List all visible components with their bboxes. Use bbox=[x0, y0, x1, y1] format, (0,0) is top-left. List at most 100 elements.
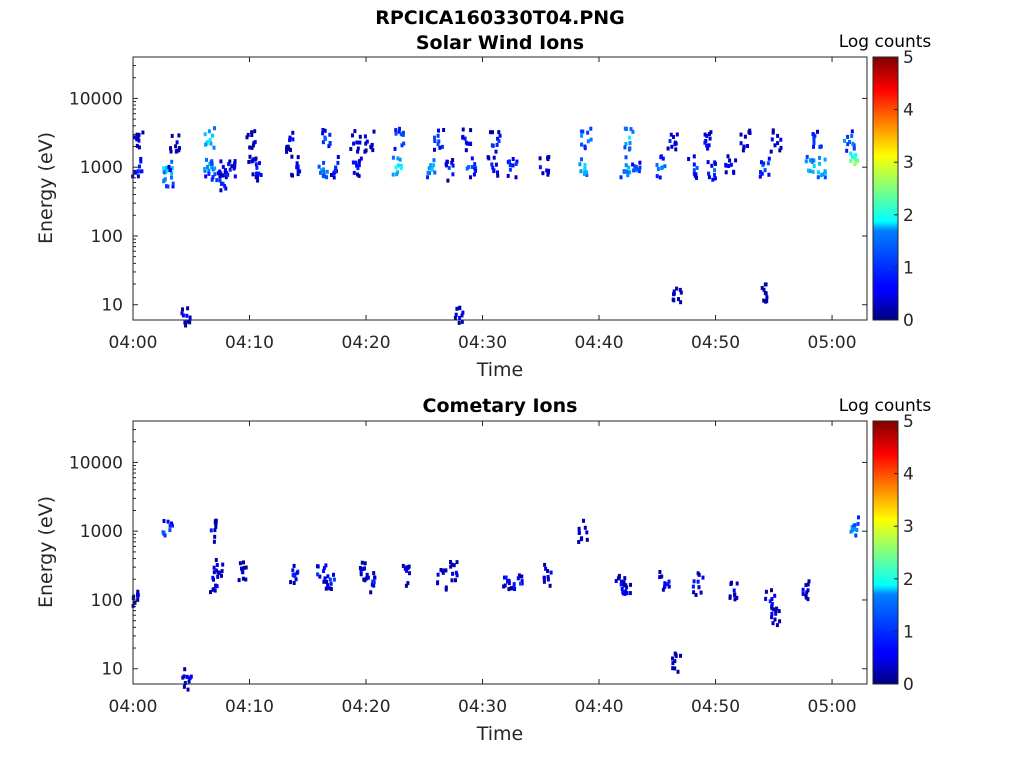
heatmap-cell bbox=[188, 320, 192, 325]
heatmap-cell bbox=[491, 143, 495, 148]
heatmap-cell bbox=[701, 575, 705, 580]
heatmap-cell bbox=[506, 579, 509, 584]
heatmap-cell bbox=[511, 157, 515, 161]
heatmap-cell bbox=[461, 127, 465, 132]
heatmap-cell bbox=[673, 140, 677, 145]
heatmap-cell bbox=[502, 584, 506, 589]
heatmap-cell bbox=[467, 165, 471, 170]
heatmap-cell bbox=[623, 591, 627, 596]
heatmap-cell bbox=[228, 167, 232, 172]
heatmap-cell bbox=[672, 292, 675, 297]
heatmap-cell bbox=[520, 579, 524, 584]
heatmap-cell bbox=[629, 582, 632, 587]
heatmap-cell bbox=[516, 576, 520, 581]
heatmap-cell bbox=[713, 176, 717, 181]
x-axis-label-solar-wind: Time bbox=[476, 359, 524, 381]
axes-frame-solar-wind bbox=[132, 56, 868, 321]
x-tick-label: 04:40 bbox=[575, 697, 624, 717]
heatmap-cell bbox=[508, 162, 512, 167]
heatmap-cell bbox=[326, 583, 330, 588]
heatmap-cell bbox=[769, 149, 773, 154]
heatmap-cell bbox=[807, 168, 810, 173]
heatmap-cell bbox=[586, 130, 590, 135]
heatmap-cell bbox=[212, 570, 216, 575]
heatmap-cell bbox=[370, 145, 374, 150]
heatmap-cell bbox=[253, 129, 257, 134]
heatmap-cell bbox=[436, 581, 439, 586]
heatmap-cell bbox=[174, 144, 178, 149]
heatmap-cell bbox=[442, 128, 446, 132]
heatmap-cell bbox=[218, 178, 222, 183]
y-tick-label: 100 bbox=[91, 591, 123, 611]
heatmap-cell bbox=[433, 135, 436, 140]
heatmap-cell bbox=[288, 135, 292, 140]
heatmap-cell bbox=[805, 154, 809, 159]
heatmap-cell bbox=[169, 149, 173, 154]
heatmap-cell bbox=[760, 171, 764, 176]
heatmap-cell bbox=[353, 129, 357, 134]
heatmap-cell bbox=[397, 129, 401, 134]
heatmap-cell bbox=[579, 169, 583, 174]
heatmap-cell bbox=[233, 162, 237, 167]
heatmap-cell bbox=[854, 533, 858, 538]
x-ticks-solar-wind: 04:00 04:10 04:20 04:30 04:40 04:50 05:00 bbox=[109, 57, 857, 353]
heatmap-cell bbox=[853, 527, 857, 532]
heatmap-cell bbox=[136, 589, 140, 594]
heatmap-cell bbox=[821, 172, 825, 177]
heatmap-cell bbox=[213, 166, 217, 171]
heatmap-cell bbox=[216, 574, 220, 579]
heatmap-cell bbox=[491, 130, 494, 135]
heatmap-cell bbox=[317, 164, 321, 169]
heatmap-cell bbox=[328, 586, 332, 591]
heatmap-cell bbox=[171, 184, 175, 189]
heatmap-cell bbox=[432, 163, 436, 168]
heatmap-cell bbox=[811, 132, 815, 136]
heatmap-cell bbox=[762, 287, 766, 292]
heatmap-cell bbox=[806, 582, 810, 587]
y-tick-label: 10000 bbox=[69, 89, 123, 109]
heatmap-cell bbox=[204, 142, 208, 147]
heatmap-cell bbox=[663, 584, 667, 588]
colorbar-solar-wind bbox=[872, 56, 899, 321]
heatmap-cell bbox=[356, 146, 360, 151]
heatmap-cell bbox=[491, 165, 495, 170]
heatmap-cell bbox=[724, 170, 728, 175]
heatmap-cell bbox=[219, 159, 223, 164]
heatmap-cell bbox=[166, 168, 170, 173]
heatmap-cell bbox=[773, 593, 777, 598]
heatmap-cell bbox=[856, 521, 860, 526]
heatmap-cell bbox=[779, 145, 783, 150]
heatmap-cell bbox=[351, 133, 354, 138]
heatmap-cell bbox=[170, 166, 174, 171]
heatmap-cell bbox=[371, 148, 375, 153]
y-axis-label-cometary: Energy (eV) bbox=[35, 496, 57, 608]
heatmap-cell bbox=[735, 581, 739, 586]
heatmap-cell bbox=[188, 315, 192, 320]
x-tick-label: 04:40 bbox=[575, 333, 624, 353]
heatmap-cell bbox=[394, 128, 398, 133]
heatmap-cell bbox=[399, 132, 403, 137]
heatmap-cell bbox=[171, 181, 175, 186]
heatmap-cell bbox=[818, 155, 821, 160]
heatmap-cell bbox=[402, 141, 406, 146]
heatmap-cell bbox=[624, 589, 628, 594]
heatmap-cell bbox=[237, 578, 241, 583]
heatmap-cell bbox=[770, 601, 774, 606]
heatmap-cell bbox=[355, 140, 359, 145]
heatmap-cell bbox=[349, 147, 353, 151]
heatmap-cell bbox=[741, 148, 745, 153]
heatmap-cell bbox=[213, 172, 217, 177]
heatmap-cell bbox=[296, 168, 300, 172]
heatmap-cell bbox=[707, 143, 711, 148]
heatmap-cell bbox=[332, 577, 336, 582]
heatmap-cell bbox=[293, 574, 297, 579]
heatmap-cell bbox=[441, 570, 445, 575]
heatmap-cell bbox=[189, 674, 193, 679]
heatmap-cell bbox=[678, 287, 682, 292]
heatmap-cell bbox=[707, 175, 711, 180]
heatmap-cell bbox=[182, 674, 186, 679]
heatmap-cell bbox=[332, 572, 335, 577]
heatmap-cell bbox=[254, 162, 258, 167]
heatmap-cell bbox=[139, 156, 143, 161]
heatmap-cell bbox=[812, 144, 815, 149]
